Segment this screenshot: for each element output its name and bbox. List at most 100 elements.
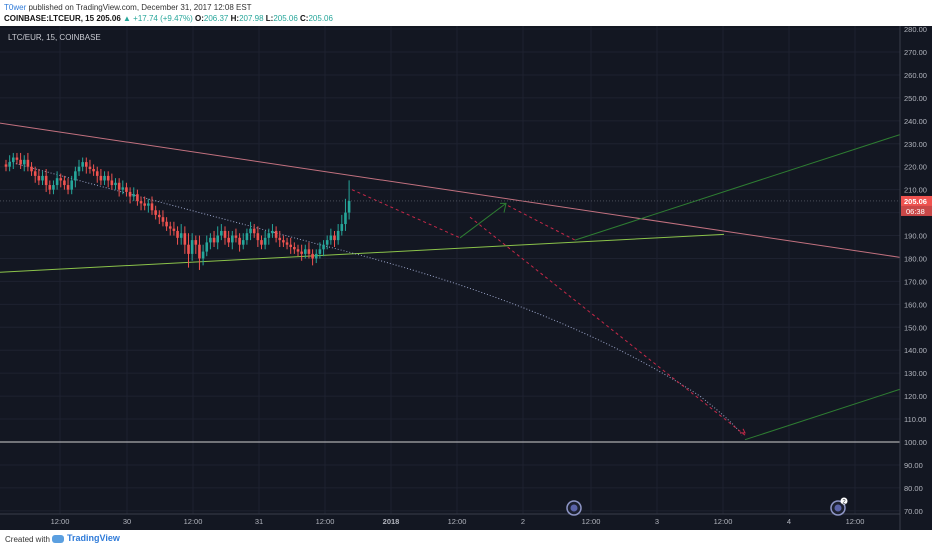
candle-body[interactable] (176, 230, 179, 238)
candle-body[interactable] (289, 244, 292, 247)
candle-body[interactable] (158, 214, 161, 218)
candle-body[interactable] (278, 237, 282, 241)
candle-body[interactable] (19, 159, 22, 165)
candle-body[interactable] (322, 244, 325, 250)
candle-body[interactable] (260, 240, 263, 245)
candle-body[interactable] (347, 200, 351, 213)
candle-body[interactable] (340, 224, 344, 231)
candle-body[interactable] (220, 230, 223, 236)
candle-body[interactable] (55, 178, 59, 186)
candle-body[interactable] (187, 244, 190, 254)
up-move-1[interactable] (459, 203, 507, 239)
price-axis[interactable] (900, 26, 932, 530)
candle-body[interactable] (95, 171, 99, 176)
candle-body[interactable] (234, 235, 238, 238)
candle-body[interactable] (241, 240, 245, 245)
candle-body[interactable] (48, 185, 52, 190)
candle-body[interactable] (154, 210, 157, 215)
candle-body[interactable] (88, 166, 92, 169)
candle-body[interactable] (132, 194, 136, 197)
candle-body[interactable] (227, 237, 230, 243)
support-trendline[interactable] (0, 233, 725, 273)
candle-body[interactable] (103, 175, 106, 181)
candle-body[interactable] (271, 230, 274, 234)
candle-body[interactable] (128, 191, 132, 197)
candle-body[interactable] (311, 253, 314, 259)
candle-body[interactable] (37, 175, 41, 181)
projection-down-3[interactable] (469, 216, 746, 436)
candle-body[interactable] (92, 169, 95, 172)
tradingview-logo[interactable]: TradingView (52, 533, 120, 543)
candle-body[interactable] (4, 164, 8, 167)
candle-body[interactable] (325, 240, 329, 245)
candle-body[interactable] (245, 233, 249, 241)
candle-body[interactable] (121, 187, 125, 190)
candle-body[interactable] (179, 233, 183, 238)
candle-body[interactable] (114, 182, 117, 186)
candle-body[interactable] (77, 166, 81, 172)
candle-body[interactable] (139, 201, 143, 204)
candle-body[interactable] (30, 166, 33, 172)
candle-body[interactable] (205, 242, 209, 252)
candle-body[interactable] (44, 175, 48, 186)
candle-body[interactable] (8, 162, 11, 167)
candle-body[interactable] (256, 233, 260, 241)
candle-body[interactable] (110, 180, 114, 186)
candle-body[interactable] (300, 251, 303, 254)
candle-body[interactable] (344, 212, 347, 225)
candle-body[interactable] (238, 237, 241, 245)
candle-body[interactable] (70, 180, 73, 190)
candle-body[interactable] (336, 230, 340, 241)
up-move-3[interactable] (744, 388, 901, 441)
candle-body[interactable] (285, 242, 289, 245)
candle-body[interactable] (165, 221, 168, 227)
candle-body[interactable] (33, 171, 37, 176)
candle-body[interactable] (117, 182, 121, 190)
breakdown-projection[interactable] (9, 161, 743, 436)
candle-body[interactable] (329, 235, 333, 241)
candle-body[interactable] (231, 235, 234, 243)
candle-body[interactable] (168, 226, 172, 229)
resistance-trendline[interactable] (0, 122, 901, 258)
candle-body[interactable] (161, 217, 165, 222)
candle-body[interactable] (63, 180, 66, 186)
candle-body[interactable] (172, 228, 176, 231)
candle-body[interactable] (143, 203, 146, 206)
candle-body[interactable] (15, 157, 19, 160)
candle-body[interactable] (223, 230, 227, 238)
candle-body[interactable] (314, 253, 318, 259)
candle-body[interactable] (41, 175, 44, 181)
chart-area[interactable]: 280.00 270.00 260.00 250.00 240.00 230.00 220.… (0, 25, 932, 530)
candle-body[interactable] (194, 240, 198, 245)
candle-body[interactable] (99, 175, 103, 181)
candle-body[interactable] (209, 237, 212, 243)
candle-body[interactable] (147, 203, 150, 206)
candle-body[interactable] (304, 249, 307, 254)
candle-body[interactable] (333, 235, 336, 241)
candle-body[interactable] (201, 251, 205, 259)
candle-body[interactable] (307, 249, 311, 254)
candle-body[interactable] (216, 235, 219, 243)
event-marker[interactable]: 2 (830, 497, 848, 516)
price-chart[interactable]: 280.00270.00260.00250.00240.00230.00220.… (0, 25, 932, 530)
candle-body[interactable] (198, 244, 201, 259)
up-move-2[interactable] (574, 134, 901, 241)
candle-body[interactable] (26, 159, 30, 167)
candle-body[interactable] (12, 157, 15, 163)
candle-body[interactable] (74, 171, 77, 181)
candle-body[interactable] (136, 194, 139, 202)
event-marker[interactable] (566, 500, 582, 516)
candle-body[interactable] (85, 162, 88, 167)
projection-down-1[interactable] (351, 189, 461, 239)
candle-body[interactable] (263, 237, 267, 245)
candle-body[interactable] (22, 159, 26, 165)
author-link[interactable]: T0wer (4, 3, 27, 12)
candle-body[interactable] (125, 187, 128, 192)
candle-body[interactable] (81, 162, 84, 167)
candle-body[interactable] (59, 178, 63, 181)
candle-body[interactable] (267, 233, 271, 238)
candle-body[interactable] (318, 249, 322, 254)
projection-down-2[interactable] (507, 205, 576, 241)
candle-body[interactable] (212, 237, 216, 243)
candle-body[interactable] (274, 230, 278, 238)
